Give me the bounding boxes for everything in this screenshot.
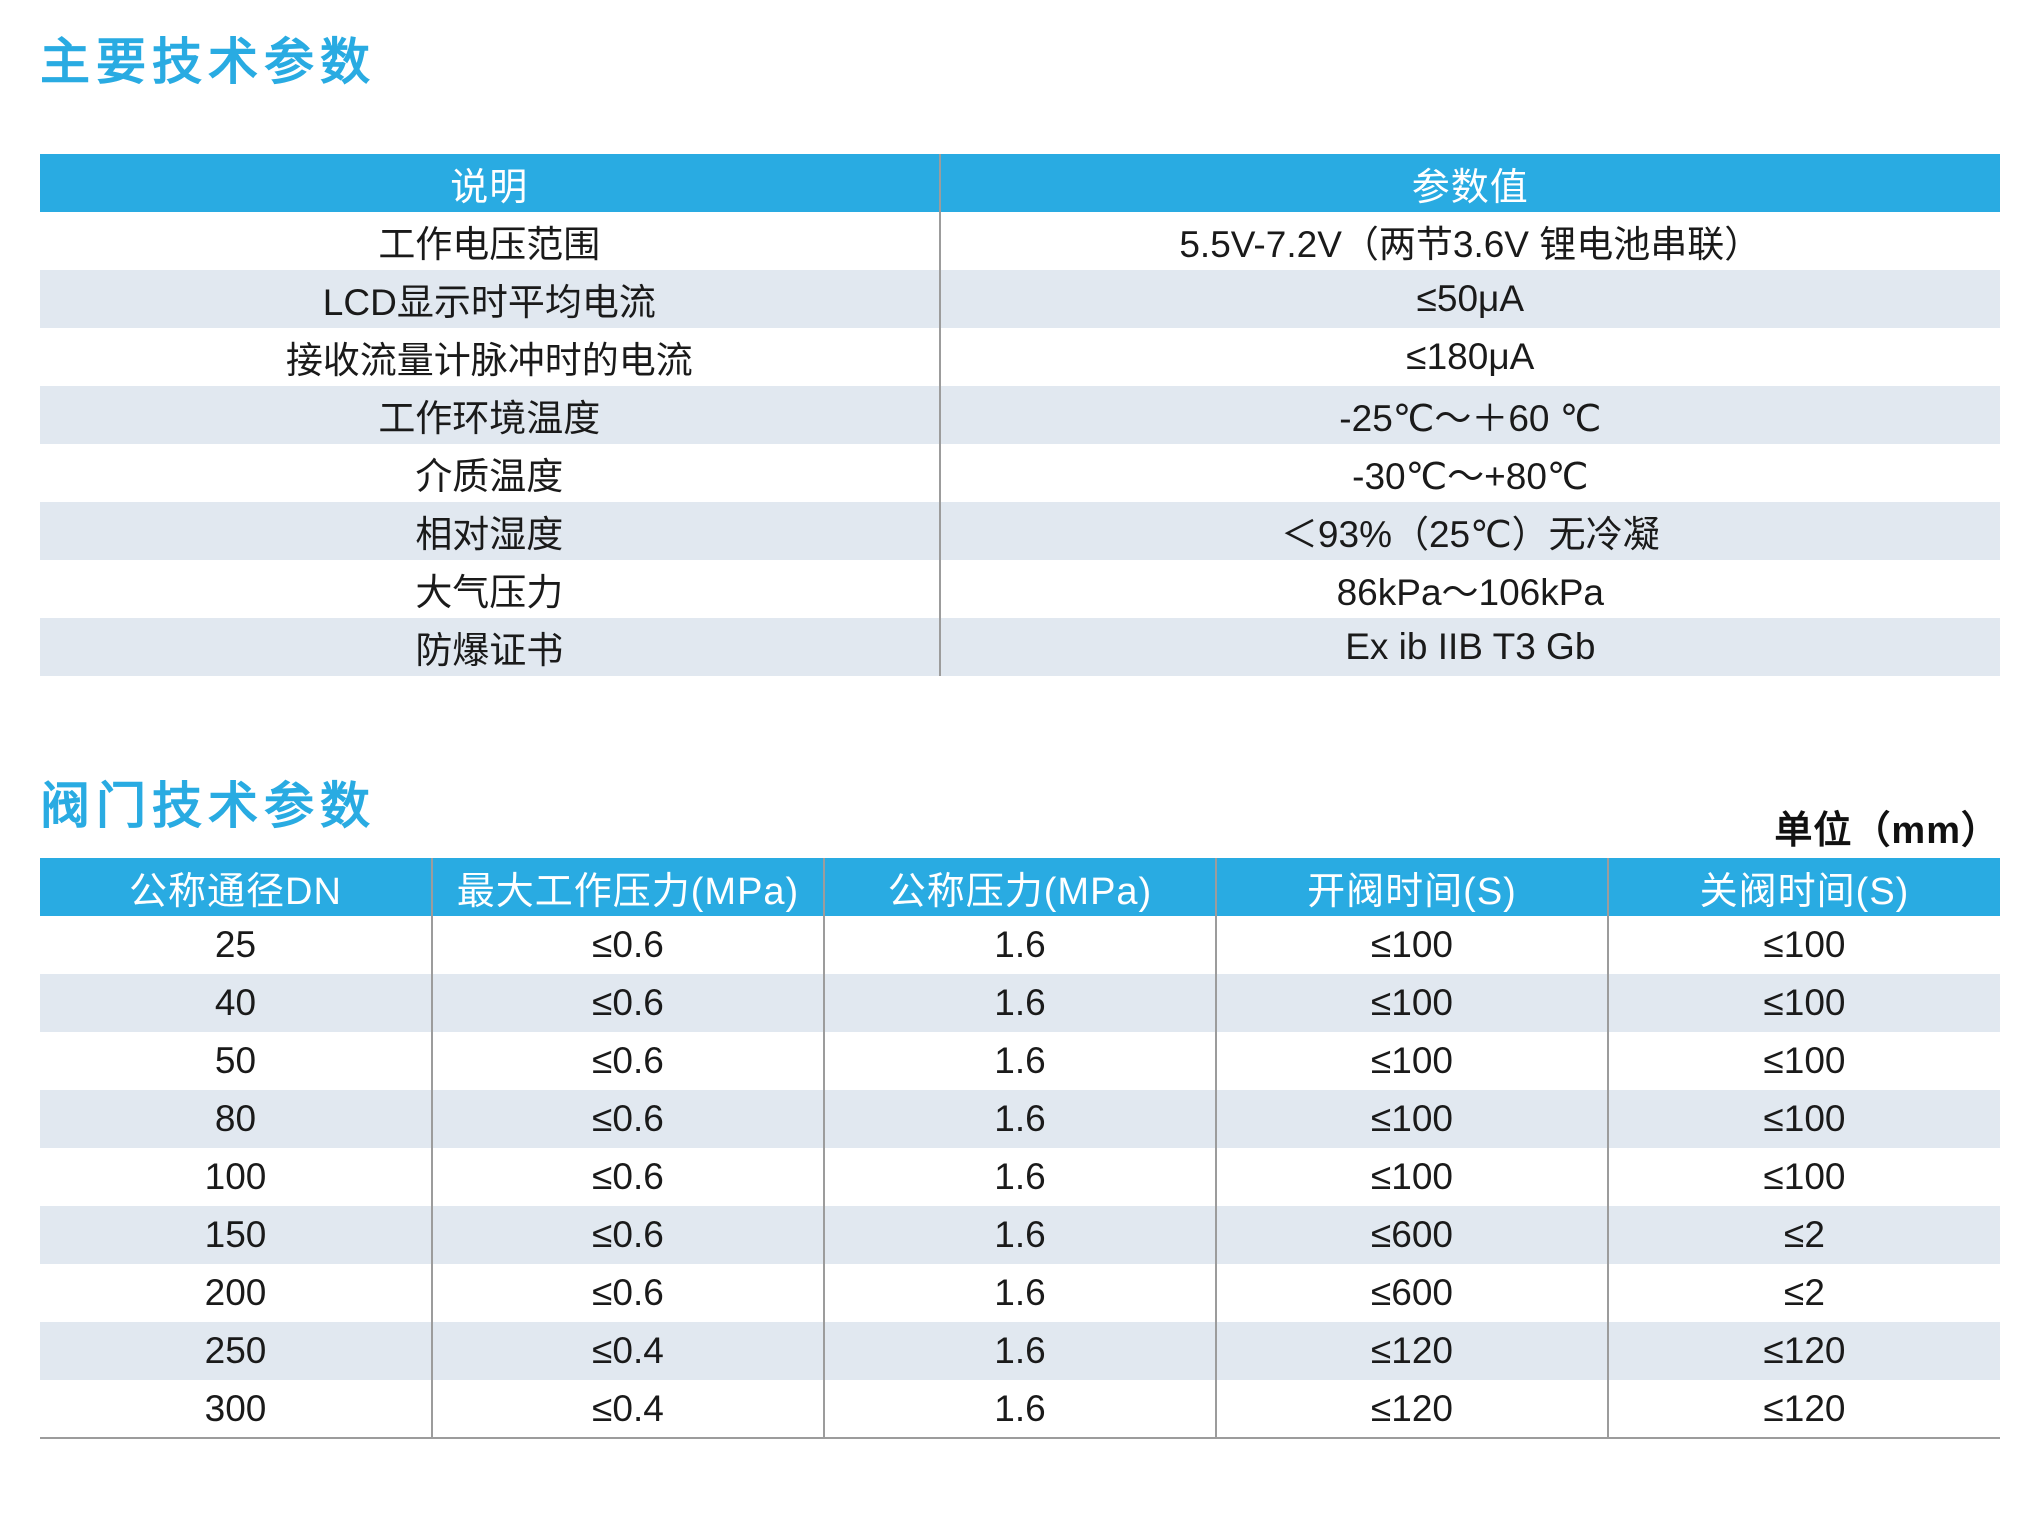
table-cell: ≤120 <box>1215 1380 1608 1438</box>
table-cell: ≤2 <box>1607 1206 2000 1264</box>
valve-params-table-body: 25 ≤0.6 1.6 ≤100 ≤100 40 ≤0.6 1.6 ≤100 ≤100 50 ≤0.6… <box>40 916 2000 1438</box>
table-cell: 200 <box>204 1272 267 1313</box>
table-cell: ≤120 <box>1607 1322 2000 1380</box>
spec-sheet-page: 主要技术参数 说明 参数值 工作电压范围 5.5V-7.2V（两节3.6V 锂电池… <box>40 34 2000 1439</box>
table-header-row: 公称通径DN 最大工作压力(MPa) 公称压力(MPa) 开阀时间(S) 关阀时… <box>40 858 2000 916</box>
table-cell: ≤120 <box>1607 1380 2000 1438</box>
table-cell: ≤120 <box>1215 1322 1608 1380</box>
table-cell: 工作电压范围 <box>378 224 601 265</box>
col-header-description: 说明 <box>40 154 940 212</box>
table-cell: ≤100 <box>1607 974 2000 1032</box>
table-cell: 1.6 <box>823 1032 1216 1090</box>
table-cell: 1.6 <box>823 1148 1216 1206</box>
col-header-valve-close-time: 关阀时间(S) <box>1607 858 2000 916</box>
table-cell: ≤100 <box>1215 916 1608 974</box>
table-cell: ≤0.6 <box>431 1090 824 1148</box>
table-cell: ≤0.6 <box>431 1032 824 1090</box>
table-cell: 防爆证书 <box>40 618 940 676</box>
table-cell: ≤600 <box>1215 1264 1608 1322</box>
main-params-section-title: 主要技术参数 <box>40 34 376 90</box>
table-cell: ≤600 <box>1215 1206 1608 1264</box>
table-cell: ≤100 <box>1607 1032 2000 1090</box>
table-cell: 100 <box>204 1156 267 1197</box>
table-cell: ≤100 <box>1607 1148 2000 1206</box>
table-cell: 接收流量计脉冲时的电流 <box>285 340 693 381</box>
table-cell: ≤0.4 <box>431 1380 824 1438</box>
table-cell: -25℃～＋60 ℃ <box>938 386 2000 444</box>
table-row: 工作环境温度 -25℃～＋60 ℃ <box>40 386 2000 444</box>
table-cell: ≤0.4 <box>431 1322 824 1380</box>
table-row: 接收流量计脉冲时的电流 ≤180μA <box>40 328 2000 386</box>
table-row: 大气压力 86kPa～106kPa <box>40 560 2000 618</box>
table-row: 150 ≤0.6 1.6 ≤600 ≤2 <box>40 1206 2000 1264</box>
table-row: 250 ≤0.4 1.6 ≤120 ≤120 <box>40 1322 2000 1380</box>
table-row: 相对湿度 ＜93%（25℃）无冷凝 <box>40 502 2000 560</box>
col-header-nominal-pressure: 公称压力(MPa) <box>823 858 1216 916</box>
table-cell: 相对湿度 <box>40 502 940 560</box>
table-cell: 1.6 <box>823 974 1216 1032</box>
table-cell: ≤0.6 <box>431 1206 824 1264</box>
valve-section-header: 阀门技术参数 单位（mm） <box>40 778 2000 852</box>
table-cell: 1.6 <box>823 1090 1216 1148</box>
table-cell: ≤0.6 <box>431 974 824 1032</box>
table-cell: 40 <box>40 974 432 1032</box>
table-cell: 80 <box>40 1090 432 1148</box>
table-cell: LCD显示时平均电流 <box>40 270 940 328</box>
table-cell: ≤100 <box>1215 1090 1608 1148</box>
table-row: 工作电压范围 5.5V-7.2V（两节3.6V 锂电池串联） <box>40 212 2000 270</box>
table-cell: 介质温度 <box>415 456 564 497</box>
table-cell: ≤100 <box>1215 1032 1608 1090</box>
table-cell: ≤180μA <box>938 328 2000 386</box>
col-header-nominal-diameter: 公称通径DN <box>40 858 432 916</box>
col-header-valve-open-time: 开阀时间(S) <box>1215 858 1608 916</box>
table-cell: ≤100 <box>1607 916 2000 974</box>
table-cell: 300 <box>204 1387 267 1429</box>
table-row: 300 ≤0.4 1.6 ≤120 ≤120 <box>40 1380 2000 1438</box>
table-row: 防爆证书 Ex ib IIB T3 Gb <box>40 618 2000 676</box>
table-cell: ＜93%（25℃）无冷凝 <box>938 502 2000 560</box>
table-cell: 工作环境温度 <box>40 386 940 444</box>
table-row: 80 ≤0.6 1.6 ≤100 ≤100 <box>40 1090 2000 1148</box>
table-cell: ≤0.6 <box>431 1148 824 1206</box>
unit-note: 单位（mm） <box>1774 810 2000 852</box>
table-cell: ≤100 <box>1215 974 1608 1032</box>
table-row: 50 ≤0.6 1.6 ≤100 ≤100 <box>40 1032 2000 1090</box>
table-cell: 25 <box>214 924 257 965</box>
table-cell: 1.6 <box>823 1322 1216 1380</box>
table-cell: 250 <box>40 1322 432 1380</box>
table-cell: -30℃～+80℃ <box>938 444 2000 502</box>
valve-params-section-title: 阀门技术参数 <box>40 778 376 834</box>
table-cell: 150 <box>40 1206 432 1264</box>
table-cell: 1.6 <box>823 1264 1216 1322</box>
table-cell: 86kPa～106kPa <box>938 560 2000 618</box>
table-row: 40 ≤0.6 1.6 ≤100 ≤100 <box>40 974 2000 1032</box>
table-row: 25 ≤0.6 1.6 ≤100 ≤100 <box>40 916 2000 974</box>
table-cell: ≤0.6 <box>431 1264 824 1322</box>
table-row: 100 ≤0.6 1.6 ≤100 ≤100 <box>40 1148 2000 1206</box>
main-tech-params-table: 说明 参数值 工作电压范围 5.5V-7.2V（两节3.6V 锂电池串联） LCD显… <box>40 154 2000 676</box>
table-cell: 1.6 <box>823 1206 1216 1264</box>
table-cell: 1.6 <box>823 1380 1216 1438</box>
table-header-row: 说明 参数值 <box>40 154 2000 212</box>
table-cell: ≤100 <box>1215 1148 1608 1206</box>
table-row: 200 ≤0.6 1.6 ≤600 ≤2 <box>40 1264 2000 1322</box>
table-row: LCD显示时平均电流 ≤50μA <box>40 270 2000 328</box>
table-row: 介质温度 -30℃～+80℃ <box>40 444 2000 502</box>
table-cell: 50 <box>214 1040 257 1081</box>
table-cell: 1.6 <box>823 916 1216 974</box>
table-cell: ≤100 <box>1607 1090 2000 1148</box>
valve-params-table: 公称通径DN 最大工作压力(MPa) 公称压力(MPa) 开阀时间(S) 关阀时… <box>40 858 2000 1439</box>
table-cell: Ex ib IIB T3 Gb <box>938 618 2000 676</box>
col-header-max-working-pressure: 最大工作压力(MPa) <box>431 858 824 916</box>
table-cell: 大气压力 <box>415 572 564 613</box>
main-params-table-body: 工作电压范围 5.5V-7.2V（两节3.6V 锂电池串联） LCD显示时平均电流 ≤… <box>40 212 2000 676</box>
col-header-parameter-value: 参数值 <box>938 154 2000 212</box>
table-cell: ≤0.6 <box>431 916 824 974</box>
table-cell: 5.5V-7.2V（两节3.6V 锂电池串联） <box>938 212 2000 270</box>
table-cell: ≤2 <box>1607 1264 2000 1322</box>
table-cell: ≤50μA <box>938 270 2000 328</box>
